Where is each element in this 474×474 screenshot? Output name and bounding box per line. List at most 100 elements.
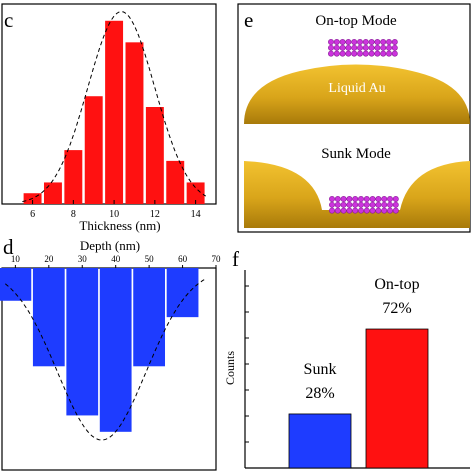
panel-d-tick-label: 70: [212, 254, 222, 264]
panel-d-bar: [0, 268, 32, 301]
panel-d: d Depth (nm) 10 20 30 40 50 60 70: [0, 235, 221, 471]
nanoparticle: [374, 44, 381, 51]
panel-f-value-label: 72%: [382, 300, 411, 317]
panel-c-bar: [145, 107, 164, 204]
liquid-au-droplet: [244, 64, 470, 124]
panel-c: c 6 8 10 12 14 Thickness (nm): [1, 3, 217, 233]
nanoparticle: [328, 39, 334, 45]
nanoparticle: [369, 201, 376, 208]
panel-c-bar: [84, 96, 103, 204]
nanoparticle: [363, 196, 370, 202]
nanoparticle: [387, 201, 393, 208]
nanoparticle: [386, 50, 392, 57]
panel-d-bars: [0, 268, 199, 432]
panel-e-frame: [237, 3, 471, 233]
panel-c-bar: [166, 160, 185, 204]
nanoparticle: [334, 207, 341, 214]
panel-f-category-label: On-top: [374, 276, 419, 293]
nanoparticle: [391, 44, 398, 51]
nanoparticle: [352, 207, 359, 214]
nanoparticle: [352, 201, 359, 208]
panel-c-tick-label: 12: [150, 209, 160, 220]
nanoparticle: [363, 201, 370, 208]
nanoparticle: [329, 196, 335, 202]
panel-c-bar: [125, 42, 144, 205]
nanoparticle: [374, 39, 381, 45]
panel-d-bar: [99, 268, 132, 432]
nanoparticle: [374, 50, 381, 57]
nanoparticle: [380, 44, 387, 51]
nanoparticle: [345, 44, 352, 51]
nanoparticle: [339, 39, 346, 45]
nanoparticle: [369, 196, 376, 202]
panel-c-bar: [64, 150, 83, 204]
panel-f-label: f: [232, 247, 239, 271]
nanoparticle: [346, 207, 353, 214]
panel-d-x-ticks: 10 20 30 40 50 60 70: [11, 254, 221, 268]
nanoparticle: [381, 201, 388, 208]
panel-f-value-label: 28%: [305, 385, 334, 402]
nanoparticle: [386, 44, 392, 51]
nanoparticle: [346, 196, 353, 202]
nanoparticle: [329, 207, 335, 214]
sunk-nanoplate: [329, 196, 399, 214]
panel-c-x-ticks: 6 8 10 12 14: [30, 200, 201, 220]
panel-d-tick-label: 50: [145, 254, 155, 264]
panel-c-bar: [43, 182, 62, 204]
nanoparticle: [375, 196, 382, 202]
on-top-nanoplate: [328, 39, 398, 57]
panel-c-bar: [186, 182, 205, 204]
nanoparticle: [334, 196, 341, 202]
nanoparticle: [334, 201, 341, 208]
nanoparticle: [358, 207, 364, 214]
panel-d-xlabel: Depth (nm): [80, 238, 140, 253]
nanoparticle: [386, 39, 392, 45]
nanoparticle: [345, 39, 352, 45]
panel-d-tick-label: 10: [11, 254, 21, 264]
panel-e: e On-top Mode Liquid Au Sunk Mode: [237, 3, 471, 233]
nanoparticle: [381, 207, 388, 214]
nanoparticle: [352, 196, 359, 202]
nanoparticle: [392, 207, 399, 214]
nanoparticle: [391, 39, 398, 45]
sunk-mode-title: Sunk Mode: [321, 146, 391, 162]
panel-f-ylabel: Counts: [223, 351, 237, 385]
nanoparticle: [339, 50, 346, 57]
panel-f-bar: [365, 328, 429, 469]
panel-c-label: c: [4, 8, 13, 32]
nanoparticle: [357, 39, 363, 45]
panel-d-bar: [66, 268, 99, 416]
panel-c-fit-curve: [22, 11, 207, 203]
nanoparticle: [333, 44, 340, 51]
nanoparticle: [362, 50, 369, 57]
nanoparticle: [391, 50, 398, 57]
nanoparticle: [339, 44, 346, 51]
panel-c-tick-label: 8: [71, 209, 76, 220]
nanoparticle: [369, 207, 376, 214]
panel-f-bar: [288, 413, 352, 469]
nanoparticle: [362, 39, 369, 45]
panel-f-category-label: Sunk: [304, 361, 337, 378]
nanoparticle: [351, 39, 358, 45]
panel-d-label: d: [3, 235, 14, 259]
nanoparticle: [362, 44, 369, 51]
panel-c-tick-label: 14: [191, 209, 201, 220]
nanoparticle: [345, 50, 352, 57]
nanoparticle: [375, 201, 382, 208]
nanoparticle: [357, 50, 363, 57]
nanoparticle: [351, 50, 358, 57]
nanoparticle: [340, 207, 347, 214]
nanoparticle: [380, 39, 387, 45]
nanoparticle: [392, 201, 399, 208]
nanoparticle: [368, 39, 375, 45]
panel-d-tick-label: 40: [111, 254, 121, 264]
nanoparticle: [381, 196, 388, 202]
panel-d-bar: [166, 268, 199, 318]
panel-c-bar: [105, 20, 124, 205]
panel-c-tick-label: 6: [30, 209, 35, 220]
nanoparticle: [357, 44, 363, 51]
nanoparticle: [387, 196, 393, 202]
panel-d-fit-curve: [4, 278, 207, 441]
panel-d-bar: [32, 268, 65, 367]
panel-f: f Counts Sunk 28% On-top 72%: [223, 247, 470, 469]
